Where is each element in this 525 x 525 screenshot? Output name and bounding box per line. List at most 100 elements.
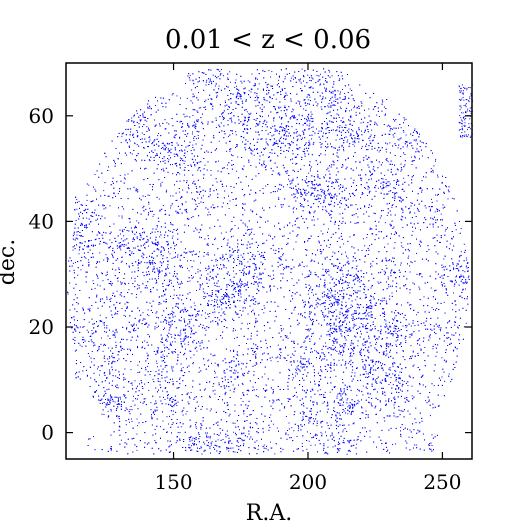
data-point bbox=[355, 310, 357, 312]
data-point bbox=[193, 302, 195, 304]
data-point bbox=[214, 85, 216, 87]
data-point bbox=[188, 251, 190, 253]
data-point bbox=[354, 137, 356, 139]
data-point bbox=[226, 168, 228, 170]
data-point bbox=[117, 387, 119, 389]
data-point bbox=[390, 285, 392, 287]
data-point bbox=[409, 207, 411, 209]
data-point bbox=[465, 257, 467, 259]
data-point bbox=[74, 350, 76, 352]
data-point bbox=[320, 73, 321, 75]
data-point bbox=[400, 426, 402, 428]
data-point bbox=[108, 195, 110, 197]
data-point bbox=[285, 130, 287, 132]
data-point bbox=[303, 108, 305, 110]
data-point bbox=[102, 350, 104, 352]
data-point bbox=[339, 206, 341, 208]
data-point bbox=[369, 402, 371, 404]
data-point bbox=[134, 142, 136, 144]
data-point bbox=[356, 443, 358, 445]
data-point bbox=[237, 284, 239, 286]
data-point bbox=[204, 312, 206, 314]
data-point bbox=[131, 252, 133, 254]
data-point bbox=[387, 185, 389, 187]
data-point bbox=[275, 98, 277, 100]
data-point bbox=[329, 335, 331, 337]
data-point bbox=[353, 347, 354, 349]
data-point bbox=[280, 136, 282, 138]
data-point bbox=[436, 308, 438, 309]
data-point bbox=[376, 114, 378, 116]
data-point bbox=[301, 273, 303, 275]
data-point bbox=[295, 128, 297, 130]
data-point bbox=[334, 117, 336, 119]
data-point bbox=[246, 436, 248, 438]
data-point bbox=[215, 295, 217, 297]
data-point bbox=[440, 330, 441, 332]
data-point bbox=[158, 145, 160, 147]
data-point bbox=[157, 135, 159, 137]
data-point bbox=[265, 185, 267, 187]
data-point bbox=[198, 367, 200, 369]
data-point bbox=[277, 288, 279, 290]
data-point bbox=[281, 129, 283, 131]
data-point bbox=[324, 391, 326, 393]
data-point bbox=[278, 79, 280, 81]
data-point bbox=[202, 195, 204, 197]
data-point bbox=[256, 389, 258, 391]
data-point bbox=[401, 215, 403, 217]
data-point bbox=[358, 401, 360, 403]
data-point bbox=[247, 266, 249, 267]
data-point bbox=[199, 251, 200, 253]
data-point bbox=[307, 293, 309, 295]
data-point bbox=[407, 385, 409, 387]
data-point bbox=[308, 142, 310, 143]
data-point bbox=[109, 371, 111, 373]
data-point bbox=[321, 274, 323, 276]
data-point bbox=[135, 339, 137, 341]
data-point bbox=[339, 213, 341, 215]
data-point bbox=[237, 286, 239, 288]
data-point bbox=[350, 304, 352, 306]
data-point bbox=[243, 203, 245, 205]
data-point bbox=[425, 207, 427, 209]
data-point bbox=[266, 239, 268, 241]
data-point bbox=[353, 135, 355, 136]
data-point bbox=[237, 255, 239, 257]
data-point bbox=[225, 267, 227, 269]
data-points bbox=[67, 68, 473, 455]
data-point bbox=[179, 432, 181, 434]
data-point bbox=[341, 331, 343, 332]
data-point bbox=[193, 139, 195, 141]
data-point bbox=[398, 139, 400, 141]
data-point bbox=[433, 165, 435, 167]
data-point bbox=[385, 265, 387, 267]
data-point bbox=[409, 265, 411, 267]
data-point bbox=[329, 111, 331, 113]
data-point bbox=[242, 203, 243, 205]
data-point bbox=[338, 149, 340, 151]
data-point bbox=[149, 278, 151, 280]
data-point bbox=[148, 389, 150, 391]
data-point bbox=[144, 383, 146, 385]
data-point bbox=[191, 133, 193, 135]
data-point bbox=[316, 306, 318, 308]
data-point bbox=[403, 380, 405, 382]
data-point bbox=[284, 156, 286, 158]
data-point bbox=[292, 162, 294, 164]
data-point bbox=[91, 215, 93, 217]
data-point bbox=[364, 245, 366, 247]
data-point bbox=[172, 311, 174, 313]
data-point bbox=[444, 230, 446, 232]
data-point bbox=[376, 124, 378, 126]
data-point bbox=[175, 442, 177, 444]
data-point bbox=[363, 284, 365, 286]
data-point bbox=[245, 225, 247, 227]
data-point bbox=[416, 314, 418, 316]
data-point bbox=[171, 94, 173, 96]
data-point bbox=[320, 431, 322, 433]
data-point bbox=[305, 346, 307, 348]
data-point bbox=[308, 140, 310, 142]
data-point bbox=[253, 298, 255, 300]
data-point bbox=[143, 147, 145, 149]
